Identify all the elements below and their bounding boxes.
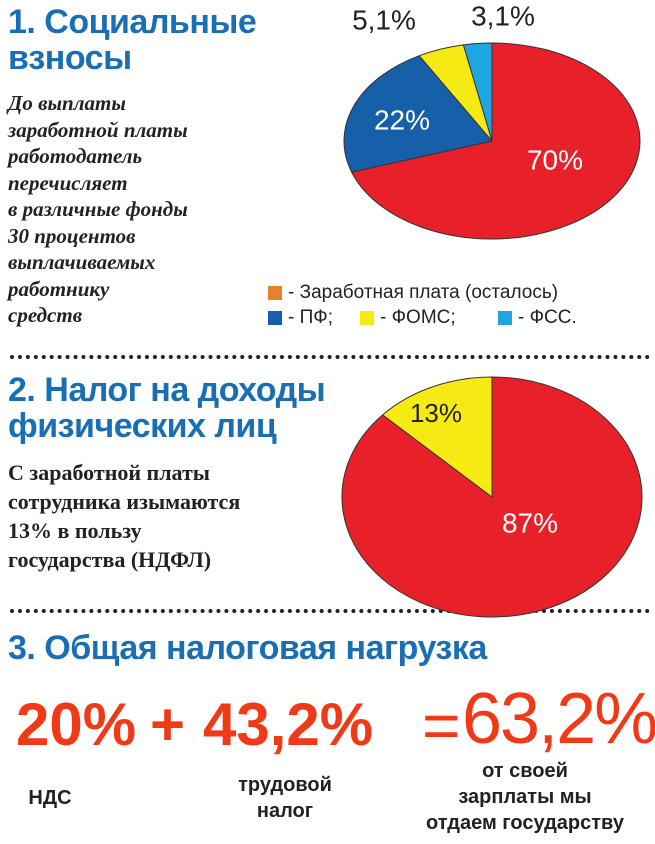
pie-slice <box>341 376 643 618</box>
value-label: 87% <box>502 507 558 538</box>
legend-swatch <box>268 311 282 325</box>
pie-slice <box>381 376 493 499</box>
legend-swatch <box>268 286 282 300</box>
section-text: До выплаты заработной платы работодатель пе… <box>8 90 188 329</box>
caption-line: отдаем государству <box>426 812 624 834</box>
section-text: С заработной платы сотрудника изымаются 13… <box>8 458 240 574</box>
caption: от своей зарплаты мы отдаем государству <box>400 758 650 836</box>
caption-line: налог <box>256 800 314 822</box>
text-line: работнику <box>8 276 110 301</box>
caption-line: зарплаты мы <box>458 786 592 808</box>
pie-slice <box>462 42 493 142</box>
title-line: физических лиц <box>8 407 277 445</box>
text-line: в различные фонды <box>8 197 188 221</box>
text-line: средств <box>8 303 83 327</box>
caption-line: от своей <box>482 760 568 782</box>
formula-part: 20% <box>16 691 137 758</box>
value-label: 70% <box>527 144 583 175</box>
legend-label: - Заработная плата (осталось) <box>288 282 558 303</box>
formula-part: 63,2% <box>462 679 655 759</box>
value-label: 5,1% <box>352 4 416 35</box>
formula-part: = <box>422 688 461 762</box>
text-line: заработной платы <box>8 117 188 142</box>
caption-line: трудовой <box>238 774 332 796</box>
legend-label: - ПФ; <box>288 307 333 328</box>
caption: трудовой налог <box>200 772 370 824</box>
caption: НДС <box>10 785 90 811</box>
text-line: С заработной платы <box>8 460 210 485</box>
title-line: взносы <box>8 39 132 77</box>
section-title: 2. Налог на доходы физических лиц <box>8 371 326 445</box>
formula-part: 43,2% <box>203 691 374 758</box>
value-label: 3,1% <box>471 0 535 31</box>
text-line: работодатель <box>8 144 143 168</box>
section-title: 1. Социальные взносы <box>8 3 257 77</box>
title-line: 1. Социальные <box>8 3 257 41</box>
text-line: сотрудника изымаются <box>8 489 241 514</box>
text-line: государства (НДФЛ) <box>8 547 212 572</box>
separator <box>10 355 650 359</box>
caption-line: НДС <box>28 787 72 809</box>
pie-slice <box>350 42 641 240</box>
text-line: До выплаты <box>8 91 126 115</box>
text-line: 13% в пользу <box>8 518 142 543</box>
value-label: 22% <box>374 104 430 135</box>
separator <box>10 609 650 613</box>
value-label: 13% <box>410 398 462 428</box>
legend-swatch <box>498 311 512 325</box>
text-line: 30 процентов <box>8 223 136 248</box>
title-line: 2. Налог на доходы <box>8 371 326 409</box>
text-line: выплачиваемых <box>8 250 156 274</box>
formula-part: + <box>150 691 186 758</box>
text-line: перечисляет <box>8 170 128 195</box>
section-title: 3. Общая налоговая нагрузка <box>8 629 487 667</box>
legend-label: - ФОМС; <box>380 307 456 328</box>
pie-slice <box>343 55 493 173</box>
legend-label: - ФСС. <box>518 307 577 328</box>
legend-swatch <box>360 311 374 325</box>
